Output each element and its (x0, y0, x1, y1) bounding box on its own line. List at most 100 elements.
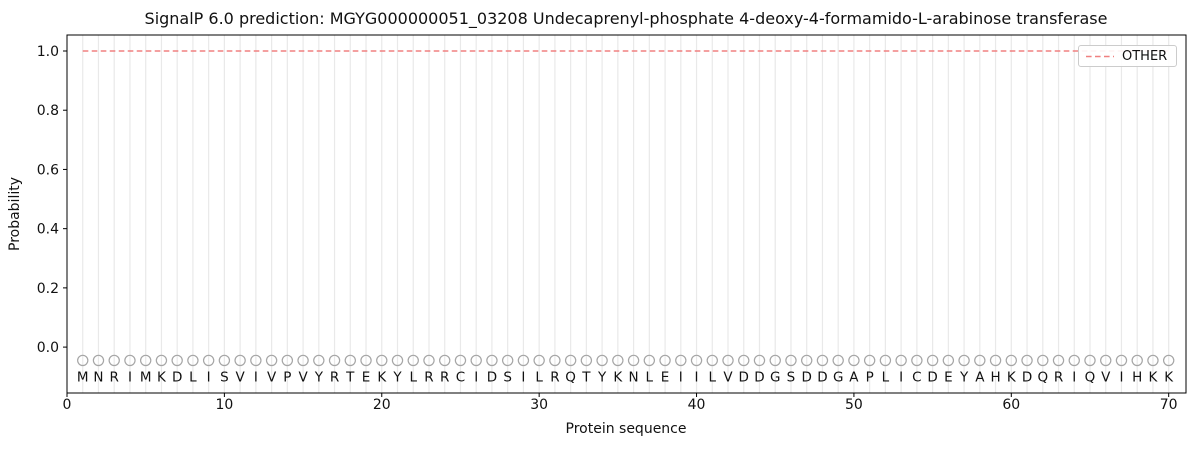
residue-letter: E (362, 370, 371, 386)
residue-letter: K (1164, 370, 1174, 386)
residue-letter: A (849, 370, 859, 386)
residue-marker (391, 354, 404, 367)
residue-marker (659, 354, 671, 367)
residue-marker (989, 354, 1002, 367)
residue-letter: V (298, 370, 308, 386)
residue-letter: M (77, 370, 89, 386)
residue-marker (202, 354, 215, 367)
residue-letter: G (770, 370, 780, 386)
residue-marker (911, 354, 923, 367)
residue-letter: L (646, 370, 654, 386)
residue-marker (1021, 354, 1033, 367)
residue-marker (155, 354, 168, 367)
residue-letter: M (140, 370, 152, 386)
legend-label: OTHER (1122, 48, 1168, 64)
residue-marker (501, 354, 514, 367)
residue-letter: L (709, 370, 717, 386)
residue-marker (801, 354, 813, 367)
y-tick-label: 1.0 (37, 44, 59, 60)
residue-letter: H (990, 370, 1000, 386)
residue-marker (926, 354, 939, 367)
residue-marker (171, 354, 183, 367)
y-tick-label: 0.0 (37, 340, 59, 356)
residue-marker (612, 354, 624, 367)
residue-marker (439, 354, 451, 367)
residue-letter: T (581, 370, 591, 386)
residue-marker (533, 354, 545, 367)
residue-letter: K (1007, 370, 1017, 386)
residue-letter: C (456, 370, 465, 386)
residue-letter: K (613, 370, 623, 386)
residue-letter: Q (1085, 370, 1096, 386)
residue-marker (1005, 354, 1018, 367)
residue-letter: V (1101, 370, 1111, 386)
x-axis-label: Protein sequence (565, 421, 687, 437)
residue-letter: D (817, 370, 827, 386)
residue-marker (265, 354, 278, 367)
residue-marker (643, 354, 656, 367)
residue-letter: Y (959, 370, 969, 386)
residue-marker (895, 354, 907, 367)
residue-marker (250, 354, 262, 367)
residue-letter: P (866, 370, 874, 386)
residue-marker (92, 354, 105, 367)
residue-marker (108, 354, 120, 367)
residue-marker (313, 354, 325, 367)
residue-letter: G (833, 370, 843, 386)
residue-marker (486, 354, 498, 367)
residue-letter: V (723, 370, 733, 386)
x-tick-label: 20 (373, 397, 391, 413)
residue-letter: L (409, 370, 417, 386)
residue-letter: R (110, 370, 119, 386)
residue-marker (627, 354, 640, 367)
residue-letter: E (661, 370, 670, 386)
residue-letter: I (128, 370, 132, 386)
residue-letter: I (899, 370, 903, 386)
residue-letter: D (754, 370, 764, 386)
residue-marker (1162, 354, 1175, 367)
residue-letter: K (1149, 370, 1159, 386)
residue-marker (706, 354, 718, 367)
residue-letter: R (330, 370, 339, 386)
y-tick-label: 0.2 (37, 281, 59, 297)
residue-marker (580, 354, 593, 367)
residue-marker (596, 354, 608, 367)
residue-marker (1131, 354, 1143, 367)
y-tick-label: 0.4 (37, 222, 59, 238)
residue-marker (376, 354, 388, 367)
residue-letter: S (503, 370, 512, 386)
residue-marker (187, 354, 199, 367)
residue-marker (879, 354, 892, 367)
x-tick-label: 70 (1160, 397, 1178, 413)
residue-marker (549, 354, 561, 367)
residue-marker (738, 354, 750, 367)
residue-letter: T (345, 370, 355, 386)
residue-marker (234, 354, 246, 367)
residue-marker (281, 354, 294, 367)
residue-letter: N (629, 370, 639, 386)
residue-letter: S (787, 370, 796, 386)
residue-marker (753, 354, 766, 367)
residue-letter: D (927, 370, 937, 386)
residue-letter: L (882, 370, 890, 386)
residue-letter: D (487, 370, 497, 386)
residue-letter: V (267, 370, 277, 386)
residue-marker (407, 354, 419, 367)
residue-letter: R (424, 370, 433, 386)
x-tick-label: 50 (845, 397, 863, 413)
residue-letter: K (157, 370, 167, 386)
residue-marker (124, 354, 136, 367)
residue-letter: D (1022, 370, 1032, 386)
x-tick-label: 0 (63, 397, 72, 413)
residue-marker (77, 354, 89, 367)
residue-marker (1037, 354, 1049, 367)
residue-marker (785, 354, 797, 367)
residue-marker (423, 354, 435, 367)
residue-letter: R (550, 370, 559, 386)
residue-marker (454, 354, 467, 367)
residue-marker (218, 354, 231, 367)
residue-letter: I (1072, 370, 1076, 386)
residue-letter: Y (314, 370, 324, 386)
residue-letter: A (975, 370, 985, 386)
